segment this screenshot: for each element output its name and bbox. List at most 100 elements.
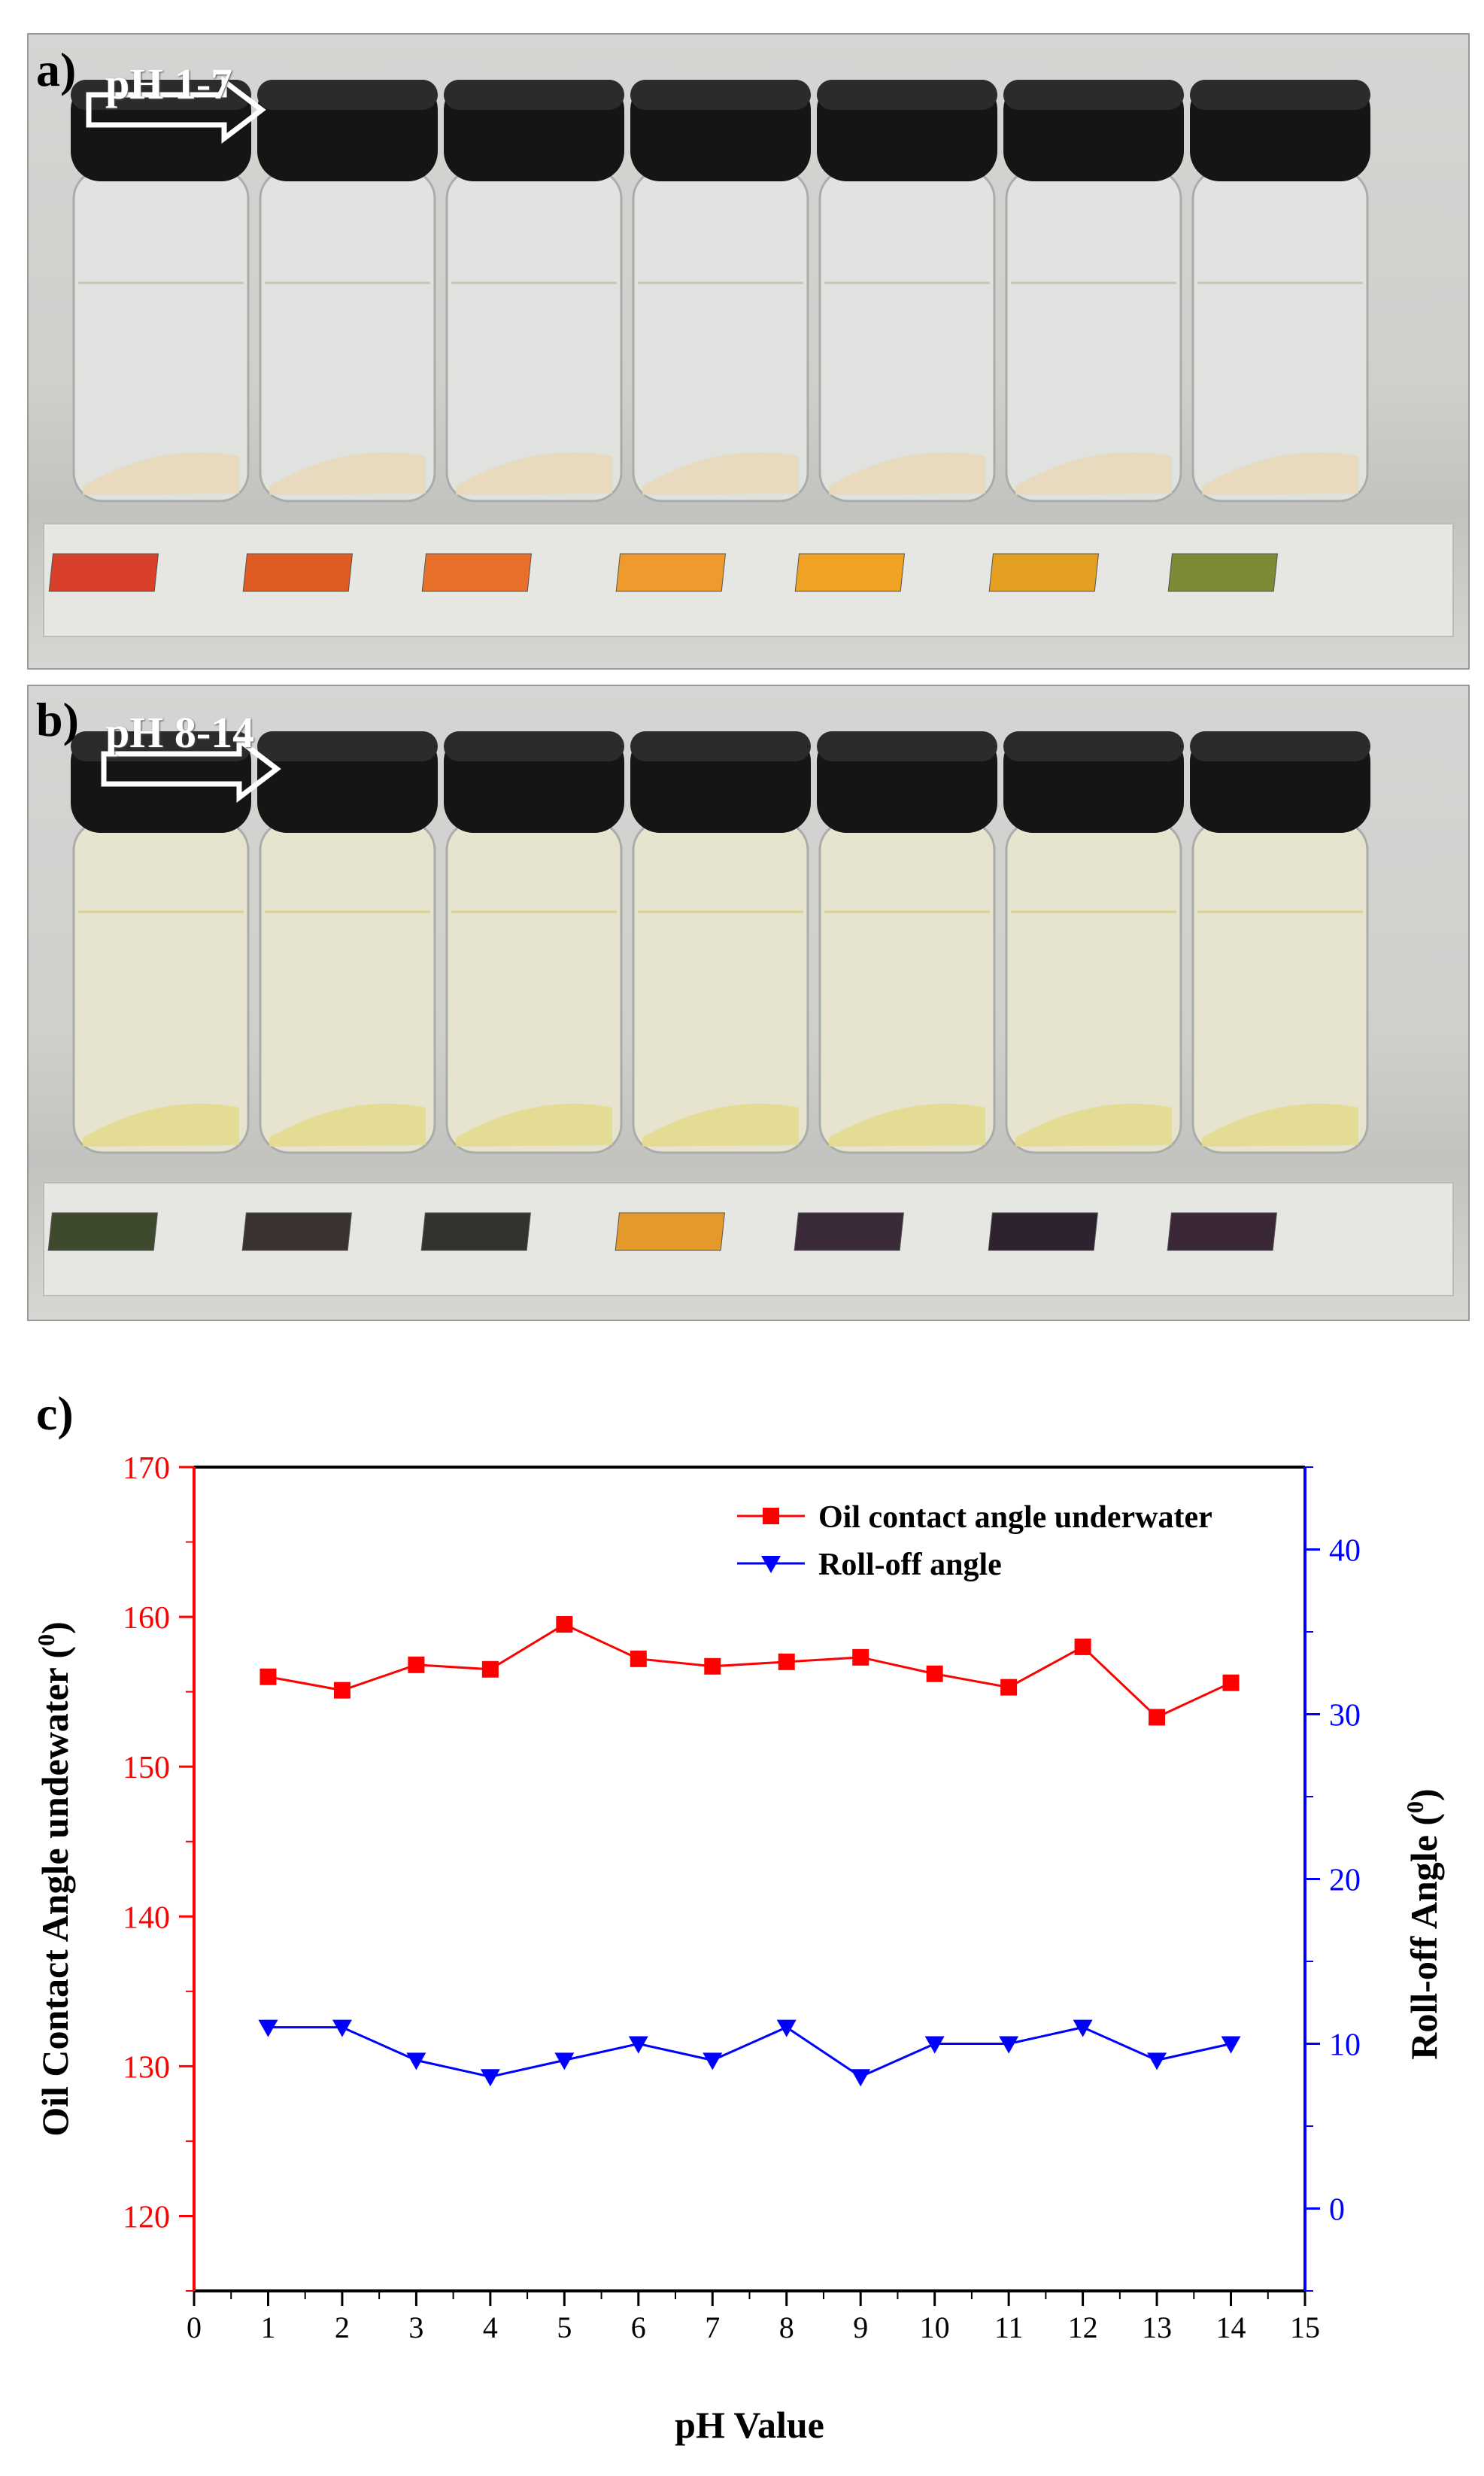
series-line xyxy=(268,1623,1232,1719)
vial-body xyxy=(1191,169,1369,503)
vial-body xyxy=(72,169,250,503)
data-point xyxy=(778,1653,795,1670)
test-sample-strip xyxy=(420,1212,531,1251)
vial xyxy=(242,80,438,592)
vial-body xyxy=(632,169,809,503)
left-y-axis-title-sup: 0 xyxy=(32,1634,59,1646)
data-point xyxy=(1221,2036,1241,2054)
vial xyxy=(988,80,1184,592)
data-point xyxy=(406,2052,426,2070)
membrane-in-vial xyxy=(269,452,426,495)
vial-cap-top xyxy=(444,731,624,761)
left-y-axis-title-text: Oil Contact Angle undewater ( xyxy=(34,1646,76,2137)
data-point xyxy=(851,2069,871,2087)
data-point xyxy=(704,1657,721,1675)
vial-cap-top xyxy=(257,80,438,110)
arrow-icon xyxy=(101,734,281,804)
vial-cap-top xyxy=(1003,80,1184,110)
right-y-tick-label: 0 xyxy=(1329,2193,1345,2228)
x-tick-label: 1 xyxy=(260,2310,275,2344)
data-point xyxy=(556,1616,573,1633)
vial-cap-top xyxy=(630,731,811,761)
test-sample-strip xyxy=(421,553,533,592)
right-y-tick-label: 20 xyxy=(1329,1864,1361,1898)
left-y-tick-label: 140 xyxy=(123,1900,170,1935)
x-tick-label: 5 xyxy=(557,2310,572,2344)
membrane-in-vial xyxy=(1015,452,1172,495)
vial-cap-top xyxy=(1190,731,1370,761)
vial-body xyxy=(818,169,996,503)
data-point xyxy=(1147,2052,1167,2070)
test-sample-strip xyxy=(794,553,906,592)
data-point xyxy=(1000,1679,1018,1696)
x-tick-label: 12 xyxy=(1068,2310,1098,2344)
contact-angle-chart: c) 0 1 2 3 4 5 6 7 8 9 10 11 12 13 14 15120130140150160… xyxy=(32,1387,1445,2446)
vial xyxy=(241,731,438,1251)
left-y-tick-label: 170 xyxy=(123,1451,170,1486)
right-y-axis-title: Roll-off Angle (0) xyxy=(1401,1788,1445,2059)
membrane-in-vial xyxy=(642,1104,799,1147)
membrane-in-vial xyxy=(829,452,985,495)
x-tick-label: 2 xyxy=(335,2310,350,2344)
vial-cap-top xyxy=(1003,731,1184,761)
membrane-in-vial xyxy=(456,1104,612,1147)
data-point xyxy=(1073,2019,1093,2037)
legend-marker xyxy=(763,1508,779,1524)
test-sample-strip xyxy=(47,1212,158,1251)
x-tick-label: 14 xyxy=(1216,2310,1246,2344)
data-point xyxy=(258,2019,278,2037)
vial-cap-top xyxy=(1190,80,1370,110)
data-point xyxy=(259,1668,277,1685)
vial xyxy=(794,80,997,592)
test-sample-strip xyxy=(1167,553,1279,592)
ph-range-label-a: pH 1-7 xyxy=(105,59,233,108)
ph-range-label-b: pH 8-14 xyxy=(105,708,255,757)
data-point xyxy=(554,2052,575,2070)
test-sample-strip xyxy=(615,1212,725,1251)
right-y-tick-label: 30 xyxy=(1329,1699,1361,1733)
test-sample-strip xyxy=(48,553,159,592)
vial-body xyxy=(1191,820,1369,1154)
series-line xyxy=(268,2025,1231,2079)
x-tick-label: 10 xyxy=(920,2310,950,2344)
vial-body xyxy=(445,820,623,1154)
vial-body xyxy=(818,820,996,1154)
x-axis-title: pH Value xyxy=(675,2404,824,2446)
vial-body xyxy=(1005,169,1182,503)
test-sample-strip xyxy=(794,1212,904,1251)
x-tick-label: 9 xyxy=(853,2310,868,2344)
data-point xyxy=(776,2019,797,2037)
vial xyxy=(420,731,624,1251)
left-y-tick-label: 130 xyxy=(123,2050,170,2085)
legend-marker xyxy=(761,1556,781,1573)
test-sample-strip xyxy=(988,1212,1098,1251)
legend-label: Roll-off angle xyxy=(818,1548,1002,1582)
chart-panel-c: c) 0 1 2 3 4 5 6 7 8 9 10 11 12 13 14 15 120 130 140 150 160… xyxy=(0,1354,1484,2476)
membrane-in-vial xyxy=(642,452,799,495)
vial-cap-top xyxy=(817,80,997,110)
vial xyxy=(48,80,251,592)
vial xyxy=(988,731,1184,1251)
membrane-in-vial xyxy=(1015,1104,1172,1147)
data-point xyxy=(1149,1709,1166,1726)
right-y-tick-label: 10 xyxy=(1329,2028,1361,2063)
vial-body xyxy=(259,820,436,1154)
data-point xyxy=(481,1660,499,1678)
x-tick-label: 6 xyxy=(631,2310,646,2344)
membrane-in-vial xyxy=(1202,1104,1358,1147)
data-point xyxy=(480,2069,500,2087)
x-tick-label: 13 xyxy=(1142,2310,1172,2344)
membrane-in-vial xyxy=(83,452,239,495)
vials-illustration-b xyxy=(43,731,1454,1296)
left-y-tick-label: 150 xyxy=(123,1751,170,1785)
data-point xyxy=(1222,1674,1240,1691)
membrane-in-vial xyxy=(456,452,612,495)
data-point xyxy=(628,2036,648,2054)
data-point xyxy=(926,1665,943,1682)
vial-body xyxy=(259,169,436,503)
photo-panel-b xyxy=(27,685,1470,1321)
arrow-icon xyxy=(86,75,266,144)
x-tick-label: 8 xyxy=(779,2310,794,2344)
data-point xyxy=(703,2052,723,2070)
left-y-tick-label: 160 xyxy=(123,1601,170,1636)
